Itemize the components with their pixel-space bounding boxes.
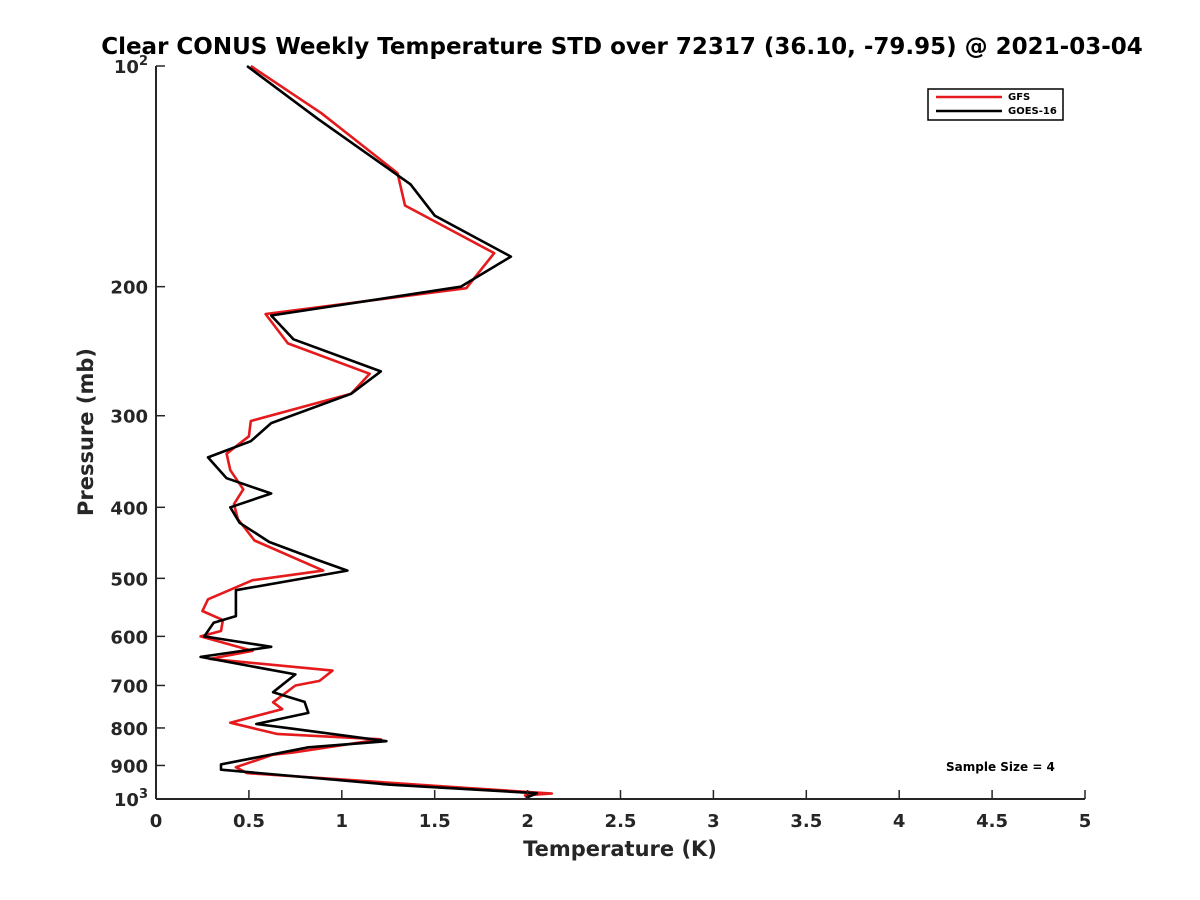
y-tick-label: 900 <box>110 756 148 777</box>
x-tick-label: 0.5 <box>233 811 265 832</box>
x-tick-label: 4 <box>893 811 906 832</box>
x-tick-label: 4.5 <box>976 811 1008 832</box>
legend-label-gfs: GFS <box>1008 92 1030 103</box>
x-tick-label: 3 <box>707 811 720 832</box>
y-tick-label: 300 <box>110 407 148 428</box>
x-axis-label: Temperature (K) <box>523 837 717 861</box>
x-tick-label: 2.5 <box>605 811 637 832</box>
legend-label-goes-16: GOES-16 <box>1008 106 1057 117</box>
legend-box <box>927 88 1064 121</box>
series-line-gfs <box>199 64 554 797</box>
x-tick-label: 3.5 <box>790 811 822 832</box>
y-tick-label: 500 <box>110 569 148 590</box>
series-line-goes-16 <box>199 64 539 800</box>
x-tick-label: 0 <box>150 811 163 832</box>
x-tick-label: 1 <box>336 811 349 832</box>
y-tick-label: 400 <box>110 498 148 519</box>
y-axis-label: Pressure (mb) <box>74 348 98 516</box>
sample-size-annotation: Sample Size = 4 <box>946 760 1055 774</box>
y-tick-label: 103 <box>114 787 148 811</box>
y-axis-ticks: 102 200 300 400 500 600 700 800 900 103 <box>110 54 165 811</box>
x-tick-label: 1.5 <box>419 811 451 832</box>
x-tick-label: 2 <box>521 811 534 832</box>
y-tick-label: 700 <box>110 676 148 697</box>
x-tick-label: 5 <box>1079 811 1092 832</box>
y-tick-label: 102 <box>114 54 148 78</box>
y-tick-label: 600 <box>110 627 148 648</box>
y-tick-label: 200 <box>110 278 148 299</box>
chart-title: Clear CONUS Weekly Temperature STD over … <box>101 34 1143 60</box>
y-tick-label: 800 <box>110 719 148 740</box>
legend: GFS GOES-16 <box>927 88 1064 121</box>
plot-area <box>199 64 554 800</box>
x-axis-ticks: 0 0.5 1 1.5 2 2.5 3 3.5 4 4.5 5 <box>150 790 1092 832</box>
